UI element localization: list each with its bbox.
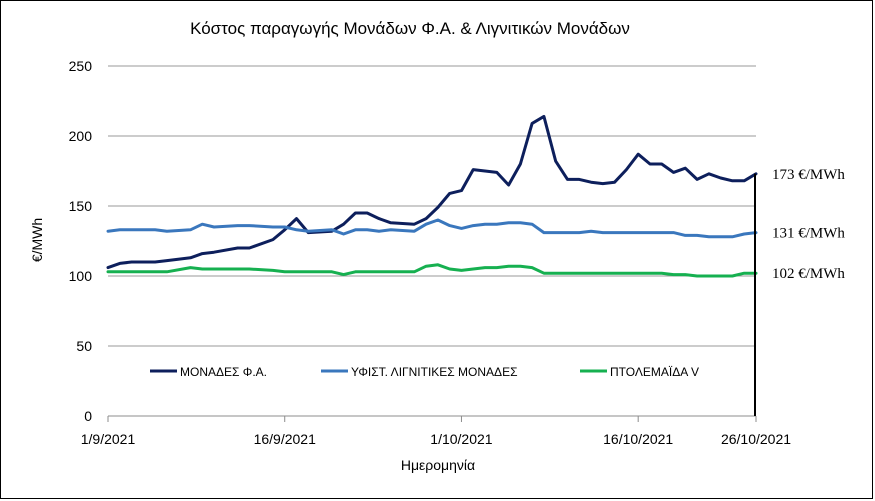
end-value-label: 102 €/MWh: [772, 266, 845, 282]
end-value-label: 173 €/MWh: [772, 167, 845, 183]
y-tick-label: 200: [69, 128, 93, 144]
y-tick-label: 150: [69, 198, 93, 214]
series-line-0: [106, 114, 758, 270]
y-tick-label: 0: [84, 408, 92, 424]
series-line-2: [106, 263, 758, 278]
x-tick-label: 16/9/2021: [254, 431, 316, 447]
y-tick-label: 250: [69, 58, 93, 74]
x-tick-label: 16/10/2021: [603, 431, 673, 447]
legend-label: ΜΟΝΑΔΕΣ Φ.Α.: [180, 365, 267, 379]
x-axis-label: Ημερομηνία: [401, 457, 475, 473]
x-tick-label: 1/9/2021: [81, 431, 136, 447]
y-axis-label: €/MWh: [29, 218, 45, 262]
end-value-label: 131 €/MWh: [772, 226, 845, 242]
y-tick-label: 50: [76, 338, 92, 354]
legend-label: ΥΦΙΣΤ. ΛΙΓΝΙΤΙΚΕΣ ΜΟΝΑΔΕΣ: [351, 365, 518, 379]
chart-title: Κόστος παραγωγής Μονάδων Φ.Α. & Λιγνιτικ…: [190, 19, 630, 38]
x-tick-label: 1/10/2021: [430, 431, 492, 447]
x-tick-label: 26/10/2021: [721, 431, 791, 447]
legend-label: ΠΤΟΛΕΜΑΪΔΑ V: [610, 365, 699, 379]
y-tick-label: 100: [69, 268, 93, 284]
series-line-1: [106, 218, 758, 239]
